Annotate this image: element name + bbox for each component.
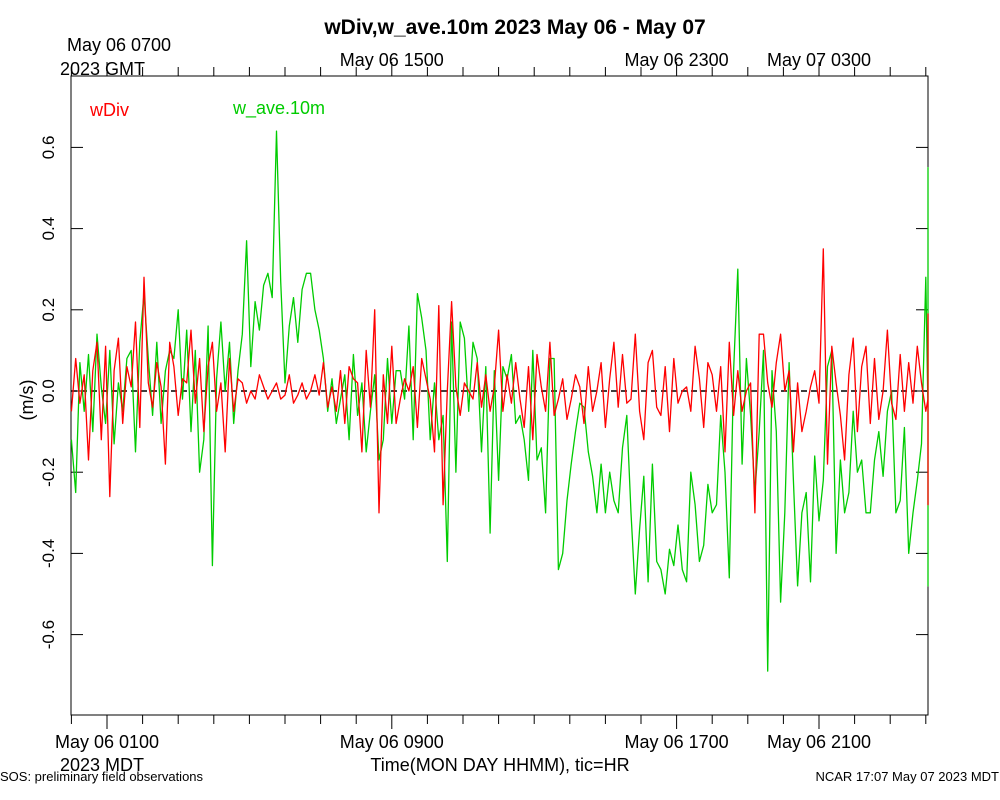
y-tick-label: 0.6 [39, 136, 58, 160]
bottom-axis-label: May 06 0100 [55, 732, 159, 752]
top-axis-label: May 06 1500 [340, 50, 444, 70]
y-tick-label: 0.4 [39, 217, 58, 241]
bottom-axis-label: May 06 1700 [625, 732, 729, 752]
legend-wdiv: wDiv [89, 100, 129, 120]
footer-left: SOS: preliminary field observations [0, 769, 204, 784]
y-tick-label: -0.2 [39, 458, 58, 487]
series-line-w-ave-10m [70, 130, 929, 672]
series-line-wdiv [70, 248, 929, 514]
y-ticks: -0.6 -0.4 -0.2 0.0 0.2 0.4 0.6 [39, 136, 928, 649]
bottom-axis-label: May 06 2100 [767, 732, 871, 752]
top-axis-label: May 06 2300 [625, 50, 729, 70]
footer-right: NCAR 17:07 May 07 2023 MDT [815, 769, 999, 784]
top-axis-labels: May 06 0700 May 06 1500 May 06 2300 May 07 … [67, 35, 871, 70]
x-axis-label: Time(MON DAY HHMM), tic=HR [370, 755, 629, 775]
bottom-axis-label: May 06 0900 [340, 732, 444, 752]
y-tick-label: 0.0 [39, 379, 58, 403]
top-axis-label: May 06 0700 [67, 35, 171, 55]
y-tick-label: 0.2 [39, 298, 58, 322]
legend-w-ave-10m: w_ave.10m [232, 98, 325, 119]
chart-title: wDiv,w_ave.10m 2023 May 06 - May 07 [323, 16, 705, 39]
x-ticks [70, 62, 927, 729]
bottom-axis-labels: May 06 0100 May 06 0900 May 06 1700 May 06 … [55, 732, 871, 752]
bottom-axis-timezone: 2023 MDT [60, 755, 144, 775]
series-group [70, 130, 929, 672]
y-axis-label: (m/s) [17, 380, 37, 421]
top-axis-timezone: 2023 GMT [60, 59, 145, 79]
y-tick-label: -0.4 [39, 539, 58, 568]
top-axis-label: May 07 0300 [767, 50, 871, 70]
y-tick-label: -0.6 [39, 620, 58, 649]
plot-frame [70, 75, 929, 716]
